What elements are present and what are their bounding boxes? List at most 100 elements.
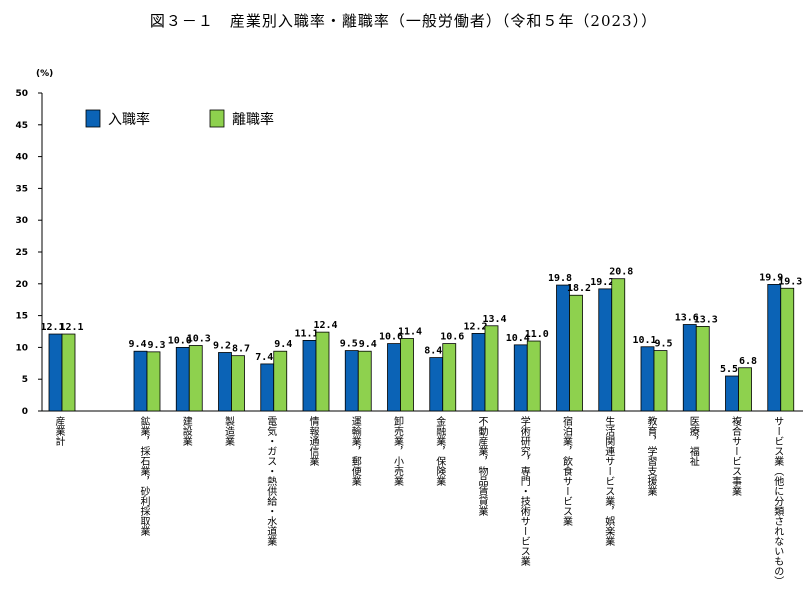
bar-separation-rate	[738, 367, 752, 412]
category-label: 複合サービス事業	[730, 416, 741, 496]
category-label-text: 学術研究，専門・技術サービス業	[518, 416, 530, 566]
bar-separation-rate	[61, 333, 76, 412]
category-label-text: 不動産業，物品賃貸業	[476, 416, 487, 516]
category-label: 学術研究，専門・技術サービス業	[518, 416, 530, 566]
category-label: 建設業	[180, 416, 191, 446]
legend-label: 入職率	[108, 111, 150, 128]
data-label: 10.0	[168, 335, 192, 346]
data-label: 13.6	[675, 313, 699, 324]
bar-separation-rate	[188, 345, 203, 412]
bar-entry-rate	[175, 346, 190, 412]
data-label: 10.4	[506, 333, 530, 344]
data-label: 10.3	[187, 333, 211, 344]
y-tick-label: 10	[15, 343, 28, 353]
bar-separation-rate	[400, 338, 414, 412]
bar-entry-rate	[344, 350, 359, 412]
legend-label: 離職率	[232, 111, 274, 128]
bar-separation-rate	[569, 294, 583, 412]
bar-separation-rate	[357, 350, 372, 412]
category-label-text: 産業計	[53, 416, 64, 446]
category-label-text: 教育，学習支援業	[645, 416, 656, 496]
category-label: サービス業（他に分類されないもの）	[771, 416, 783, 586]
bar-separation-rate	[653, 350, 668, 412]
data-label: 12.1	[59, 322, 83, 333]
y-axis-unit: (%)	[36, 69, 53, 79]
category-label: 情報通信業	[307, 416, 318, 466]
y-tick-label: 5	[22, 375, 28, 385]
category-label: 製造業	[223, 416, 234, 446]
data-label: 5.5	[720, 364, 738, 375]
data-label: 9.5	[654, 339, 672, 350]
category-label: 宿泊業，飲食サービス業	[560, 416, 572, 526]
bar-entry-rate	[133, 350, 148, 412]
category-label-text: 金融業，保険業	[433, 416, 445, 486]
category-label: 電気・ガス・熱供給・水道業	[264, 416, 276, 546]
data-label: 19.3	[778, 276, 802, 287]
category-label-text: 卸売業，小売業	[391, 416, 403, 486]
data-label: 6.8	[739, 356, 757, 367]
data-label: 10.6	[440, 332, 464, 343]
bar-entry-rate	[725, 375, 739, 412]
bar-separation-rate	[484, 325, 499, 412]
data-label: 7.4	[255, 352, 273, 363]
data-label: 13.4	[482, 314, 506, 325]
category-label: 運輸業，郵便業	[349, 416, 361, 486]
category-label: 金融業，保険業	[433, 416, 445, 486]
bar-entry-rate	[767, 284, 782, 412]
bar-entry-rate	[48, 333, 63, 412]
bar-entry-rate	[218, 352, 232, 412]
category-label-text: 宿泊業，飲食サービス業	[560, 416, 572, 526]
data-label: 13.3	[694, 314, 718, 325]
bar-entry-rate	[513, 344, 528, 412]
bar-separation-rate	[273, 350, 288, 412]
y-tick-label: 30	[15, 216, 28, 226]
data-label: 19.9	[759, 272, 783, 283]
y-tick-label: 50	[15, 89, 28, 99]
bar-entry-rate	[471, 333, 486, 412]
bar-separation-rate	[231, 355, 245, 412]
data-label: 8.4	[424, 346, 442, 357]
y-tick-label: 20	[15, 280, 28, 290]
data-label: 9.4	[274, 339, 292, 350]
bar-separation-rate	[146, 351, 161, 412]
data-label: 9.4	[128, 339, 146, 350]
bar-separation-rate	[315, 331, 330, 412]
category-label-text: 情報通信業	[307, 416, 318, 466]
data-label: 9.5	[340, 339, 358, 350]
category-label: 卸売業，小売業	[391, 416, 403, 486]
bar-entry-rate	[556, 284, 570, 412]
data-label: 9.3	[147, 340, 165, 351]
data-label: 8.7	[232, 344, 250, 355]
data-label: 19.8	[548, 273, 572, 284]
data-label: 12.1	[40, 322, 64, 333]
category-label-text: 電気・ガス・熱供給・水道業	[264, 416, 276, 546]
data-label: 11.1	[294, 328, 318, 339]
bar-entry-rate	[598, 288, 613, 412]
y-tick-label: 45	[15, 121, 28, 131]
category-label-text: サービス業（他に分類されないもの）	[771, 416, 783, 586]
bar-entry-rate	[640, 346, 655, 412]
category-label-text: 生活関連サービス業，娯楽業	[602, 416, 614, 546]
category-label: 鉱業，採石業，砂利採取業	[138, 416, 149, 536]
category-label: 生活関連サービス業，娯楽業	[602, 416, 614, 546]
data-label: 9.2	[213, 340, 231, 351]
bar-entry-rate	[260, 363, 275, 412]
data-label: 10.1	[632, 335, 656, 346]
y-tick-label: 25	[15, 248, 28, 258]
bar-entry-rate	[429, 357, 444, 412]
bar-separation-rate	[442, 343, 457, 412]
category-label-text: 鉱業，採石業，砂利採取業	[138, 416, 149, 536]
bar-separation-rate	[780, 287, 795, 412]
category-label-text: 運輸業，郵便業	[349, 416, 361, 486]
bar-entry-rate	[682, 324, 697, 412]
chart-title: 図３－１ 産業別入職率・離職率（一般労働者）（令和５年（2023））	[149, 12, 658, 30]
legend-swatch-entry-rate	[85, 109, 101, 128]
y-tick-label: 35	[15, 184, 28, 194]
data-label: 9.4	[359, 339, 377, 350]
data-label: 11.0	[525, 329, 549, 340]
category-label-text: 医療，福祉	[687, 416, 699, 466]
category-label: 産業計	[53, 416, 64, 446]
bar-separation-rate	[695, 326, 710, 412]
bar-separation-rate	[611, 278, 626, 412]
